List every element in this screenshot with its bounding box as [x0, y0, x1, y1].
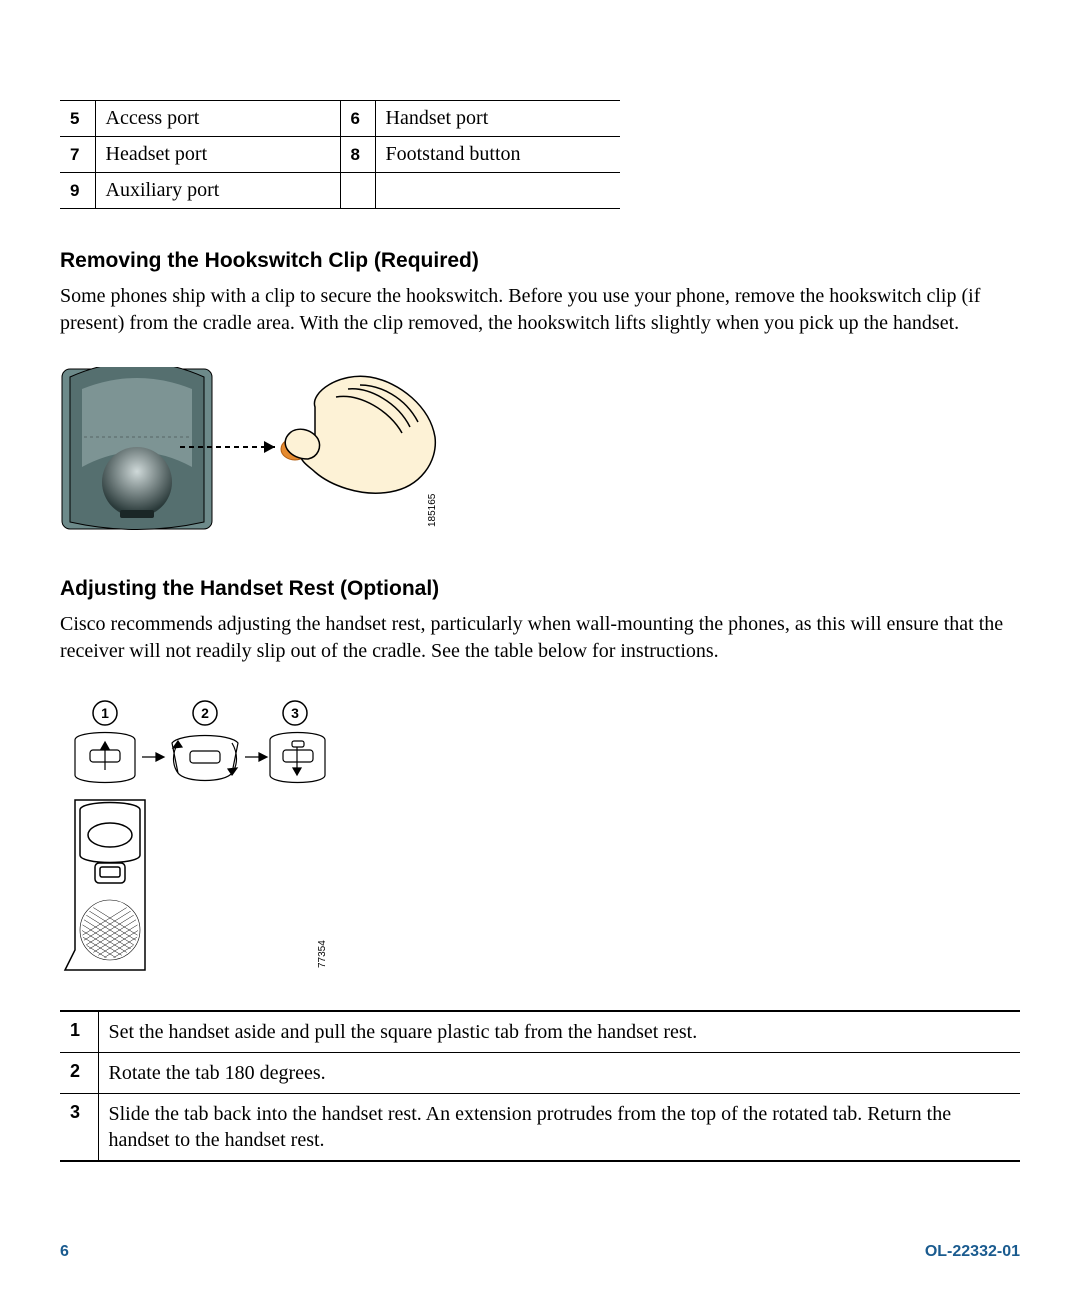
table-row: 5 Access port 6 Handset port — [60, 101, 620, 137]
section-body-handset-rest: Cisco recommends adjusting the handset r… — [60, 611, 1020, 665]
document-id: OL-22332-01 — [925, 1243, 1020, 1261]
port-label: Handset port — [375, 101, 620, 137]
port-index: 5 — [60, 101, 95, 137]
step-circle-3: 3 — [291, 705, 299, 721]
section-heading-hookswitch: Removing the Hookswitch Clip (Required) — [60, 249, 1020, 273]
port-label: Auxiliary port — [95, 173, 340, 209]
port-label: Access port — [95, 101, 340, 137]
step-circle-2: 2 — [201, 705, 209, 721]
port-label: Footstand button — [375, 137, 620, 173]
page-number: 6 — [60, 1243, 69, 1261]
port-label — [375, 173, 620, 209]
step-number: 3 — [60, 1094, 98, 1162]
port-index: 9 — [60, 173, 95, 209]
table-row: 9 Auxiliary port — [60, 173, 620, 209]
figure-hookswitch-clip: 185165 — [60, 367, 450, 537]
table-row: 3 Slide the tab back into the handset re… — [60, 1094, 1020, 1162]
section-body-hookswitch: Some phones ship with a clip to secure t… — [60, 283, 1020, 337]
port-index: 8 — [340, 137, 375, 173]
figure-id-label: 185165 — [427, 494, 438, 527]
port-index: 7 — [60, 137, 95, 173]
port-label: Headset port — [95, 137, 340, 173]
port-index: 6 — [340, 101, 375, 137]
figure-handset-rest: 1 2 3 — [60, 695, 360, 980]
table-row: 7 Headset port 8 Footstand button — [60, 137, 620, 173]
page-footer: 6 OL-22332-01 — [60, 1243, 1020, 1261]
table-row: 1 Set the handset aside and pull the squ… — [60, 1011, 1020, 1053]
port-index — [340, 173, 375, 209]
step-number: 2 — [60, 1053, 98, 1094]
table-row: 2 Rotate the tab 180 degrees. — [60, 1053, 1020, 1094]
step-text: Set the handset aside and pull the squar… — [98, 1011, 1020, 1053]
step-number: 1 — [60, 1011, 98, 1053]
section-heading-handset-rest: Adjusting the Handset Rest (Optional) — [60, 577, 1020, 601]
step-circle-1: 1 — [101, 705, 109, 721]
steps-table: 1 Set the handset aside and pull the squ… — [60, 1010, 1020, 1162]
step-text: Slide the tab back into the handset rest… — [98, 1094, 1020, 1162]
ports-table: 5 Access port 6 Handset port 7 Headset p… — [60, 100, 620, 209]
step-text: Rotate the tab 180 degrees. — [98, 1053, 1020, 1094]
figure-id-label: 77354 — [317, 940, 328, 968]
